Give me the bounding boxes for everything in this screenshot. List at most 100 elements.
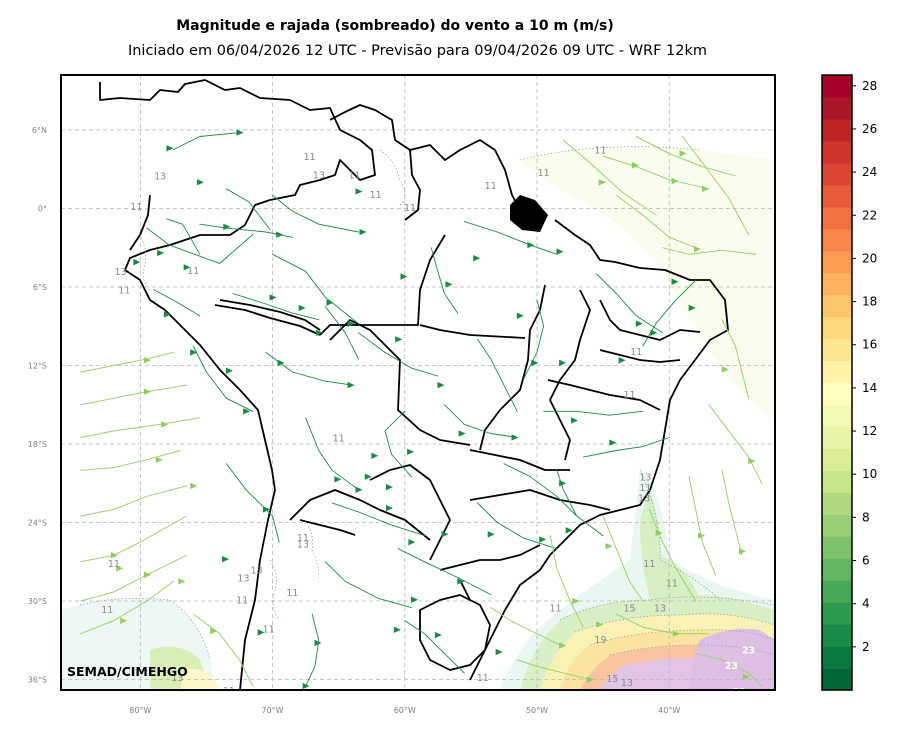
streamline — [681, 136, 750, 236]
wind-arrow — [133, 258, 141, 266]
colorbar-segment — [822, 404, 852, 428]
wind-arrow — [631, 162, 639, 169]
wind-arrow — [605, 542, 613, 550]
wind-arrow — [116, 565, 124, 572]
wind-arrow — [688, 304, 696, 312]
contour-label: 11 — [404, 203, 416, 214]
colorbar-segment — [822, 162, 852, 186]
y-tick-label: 6°N — [32, 126, 47, 135]
colorbar-frame — [821, 74, 853, 691]
colorbar-segment — [822, 668, 852, 691]
wind-arrow — [393, 626, 401, 634]
wind-arrow — [635, 320, 643, 327]
wind-arrow — [738, 548, 746, 555]
contour-label: 15 — [606, 674, 618, 685]
streamline — [192, 613, 254, 687]
y-tick-label: 24°S — [28, 519, 47, 528]
streamline — [477, 502, 558, 550]
wind-arrow — [190, 349, 198, 356]
wind-arrow — [748, 457, 756, 465]
contour-label: 11 — [118, 286, 130, 297]
wind-arrow — [400, 273, 408, 280]
colorbar-segment — [822, 448, 852, 471]
chart-subtitle: Iniciado em 06/04/2026 12 UTC - Previsão… — [127, 43, 708, 59]
streamline — [146, 227, 254, 264]
wind-arrow — [495, 648, 503, 656]
wind-arrow — [516, 312, 524, 319]
contour-label: 11 — [108, 559, 120, 570]
colorbar-tick-label: 28 — [862, 79, 877, 93]
contour-label: 13 — [251, 566, 263, 577]
contour-label: 11 — [624, 390, 636, 401]
streamline — [324, 561, 412, 609]
contour-label: 11 — [549, 603, 561, 614]
wind-arrow — [262, 506, 270, 513]
streamline — [602, 155, 710, 190]
wind-arrow — [355, 188, 363, 195]
wind-arrow — [565, 527, 573, 534]
wind-arrow — [655, 529, 663, 537]
wind-arrow — [223, 223, 231, 230]
wind-arrow — [315, 329, 323, 336]
wind-arrow — [110, 552, 118, 559]
wind-arrow — [473, 254, 481, 262]
contour-label: 11 — [643, 559, 655, 570]
x-tick-label: 80°W — [129, 706, 151, 715]
wind-arrow — [572, 597, 580, 605]
colorbar-segment — [822, 96, 852, 120]
streamline — [225, 463, 280, 543]
contour-label: 13 — [154, 172, 166, 183]
contour-label: 11 — [630, 347, 642, 358]
colorbar-tick-label: 4 — [862, 597, 870, 611]
wind-arrow — [183, 264, 191, 271]
streamline — [80, 417, 201, 438]
streamline — [305, 613, 320, 687]
contour-label: 11 — [477, 673, 489, 684]
wind-arrow — [539, 536, 547, 543]
wind-arrow — [650, 329, 658, 336]
wind-arrow — [196, 179, 204, 186]
wind-arrow — [143, 388, 151, 395]
chart-title: Magnitude e rajada (sombreado) do vento … — [176, 18, 614, 34]
colorbar-tick-label: 26 — [862, 122, 877, 136]
wind-arrow — [457, 578, 465, 585]
contour-label: 11 — [286, 588, 298, 599]
colorbar-segment — [822, 272, 852, 296]
x-tick-label: 50°W — [526, 706, 548, 715]
wind-arrow — [269, 294, 277, 301]
colorbar-segment — [822, 206, 852, 230]
y-axis-ticks: 6°N 0° 6°S 12°S 18°S 24°S 30°S 36°S — [28, 126, 47, 685]
amazon-delta — [510, 195, 548, 232]
y-tick-label: 18°S — [28, 440, 47, 449]
streamline — [192, 345, 254, 412]
colorbar-segment — [822, 470, 852, 493]
streamline — [695, 652, 763, 687]
wind-arrow — [527, 241, 535, 249]
wind-arrow — [302, 682, 310, 690]
streamline — [543, 410, 644, 416]
wind-arrow — [210, 627, 218, 635]
wind-arrow — [395, 336, 403, 343]
streamline — [463, 221, 558, 255]
contour-label: 11 — [666, 579, 678, 590]
contour-label: 13 — [639, 473, 651, 484]
contour-label: 11 — [304, 152, 316, 163]
wind-arrow — [586, 676, 594, 683]
contour-label: 11 — [223, 686, 235, 697]
colorbar-tick-label: 10 — [862, 467, 877, 481]
streamline — [503, 463, 578, 517]
x-axis-ticks: 80°W 70°W 60°W 50°W 40°W — [129, 706, 680, 715]
wind-arrow — [559, 480, 567, 487]
colorbar-segment — [822, 338, 852, 362]
contour-lines — [79, 146, 775, 661]
wind-arrow — [190, 482, 198, 490]
colorbar-segment — [822, 426, 852, 449]
streamline — [80, 554, 188, 602]
wind-arrow — [163, 311, 171, 318]
streamline — [582, 437, 670, 458]
contour-label: 13 — [114, 267, 126, 278]
wind-arrow — [609, 439, 617, 446]
